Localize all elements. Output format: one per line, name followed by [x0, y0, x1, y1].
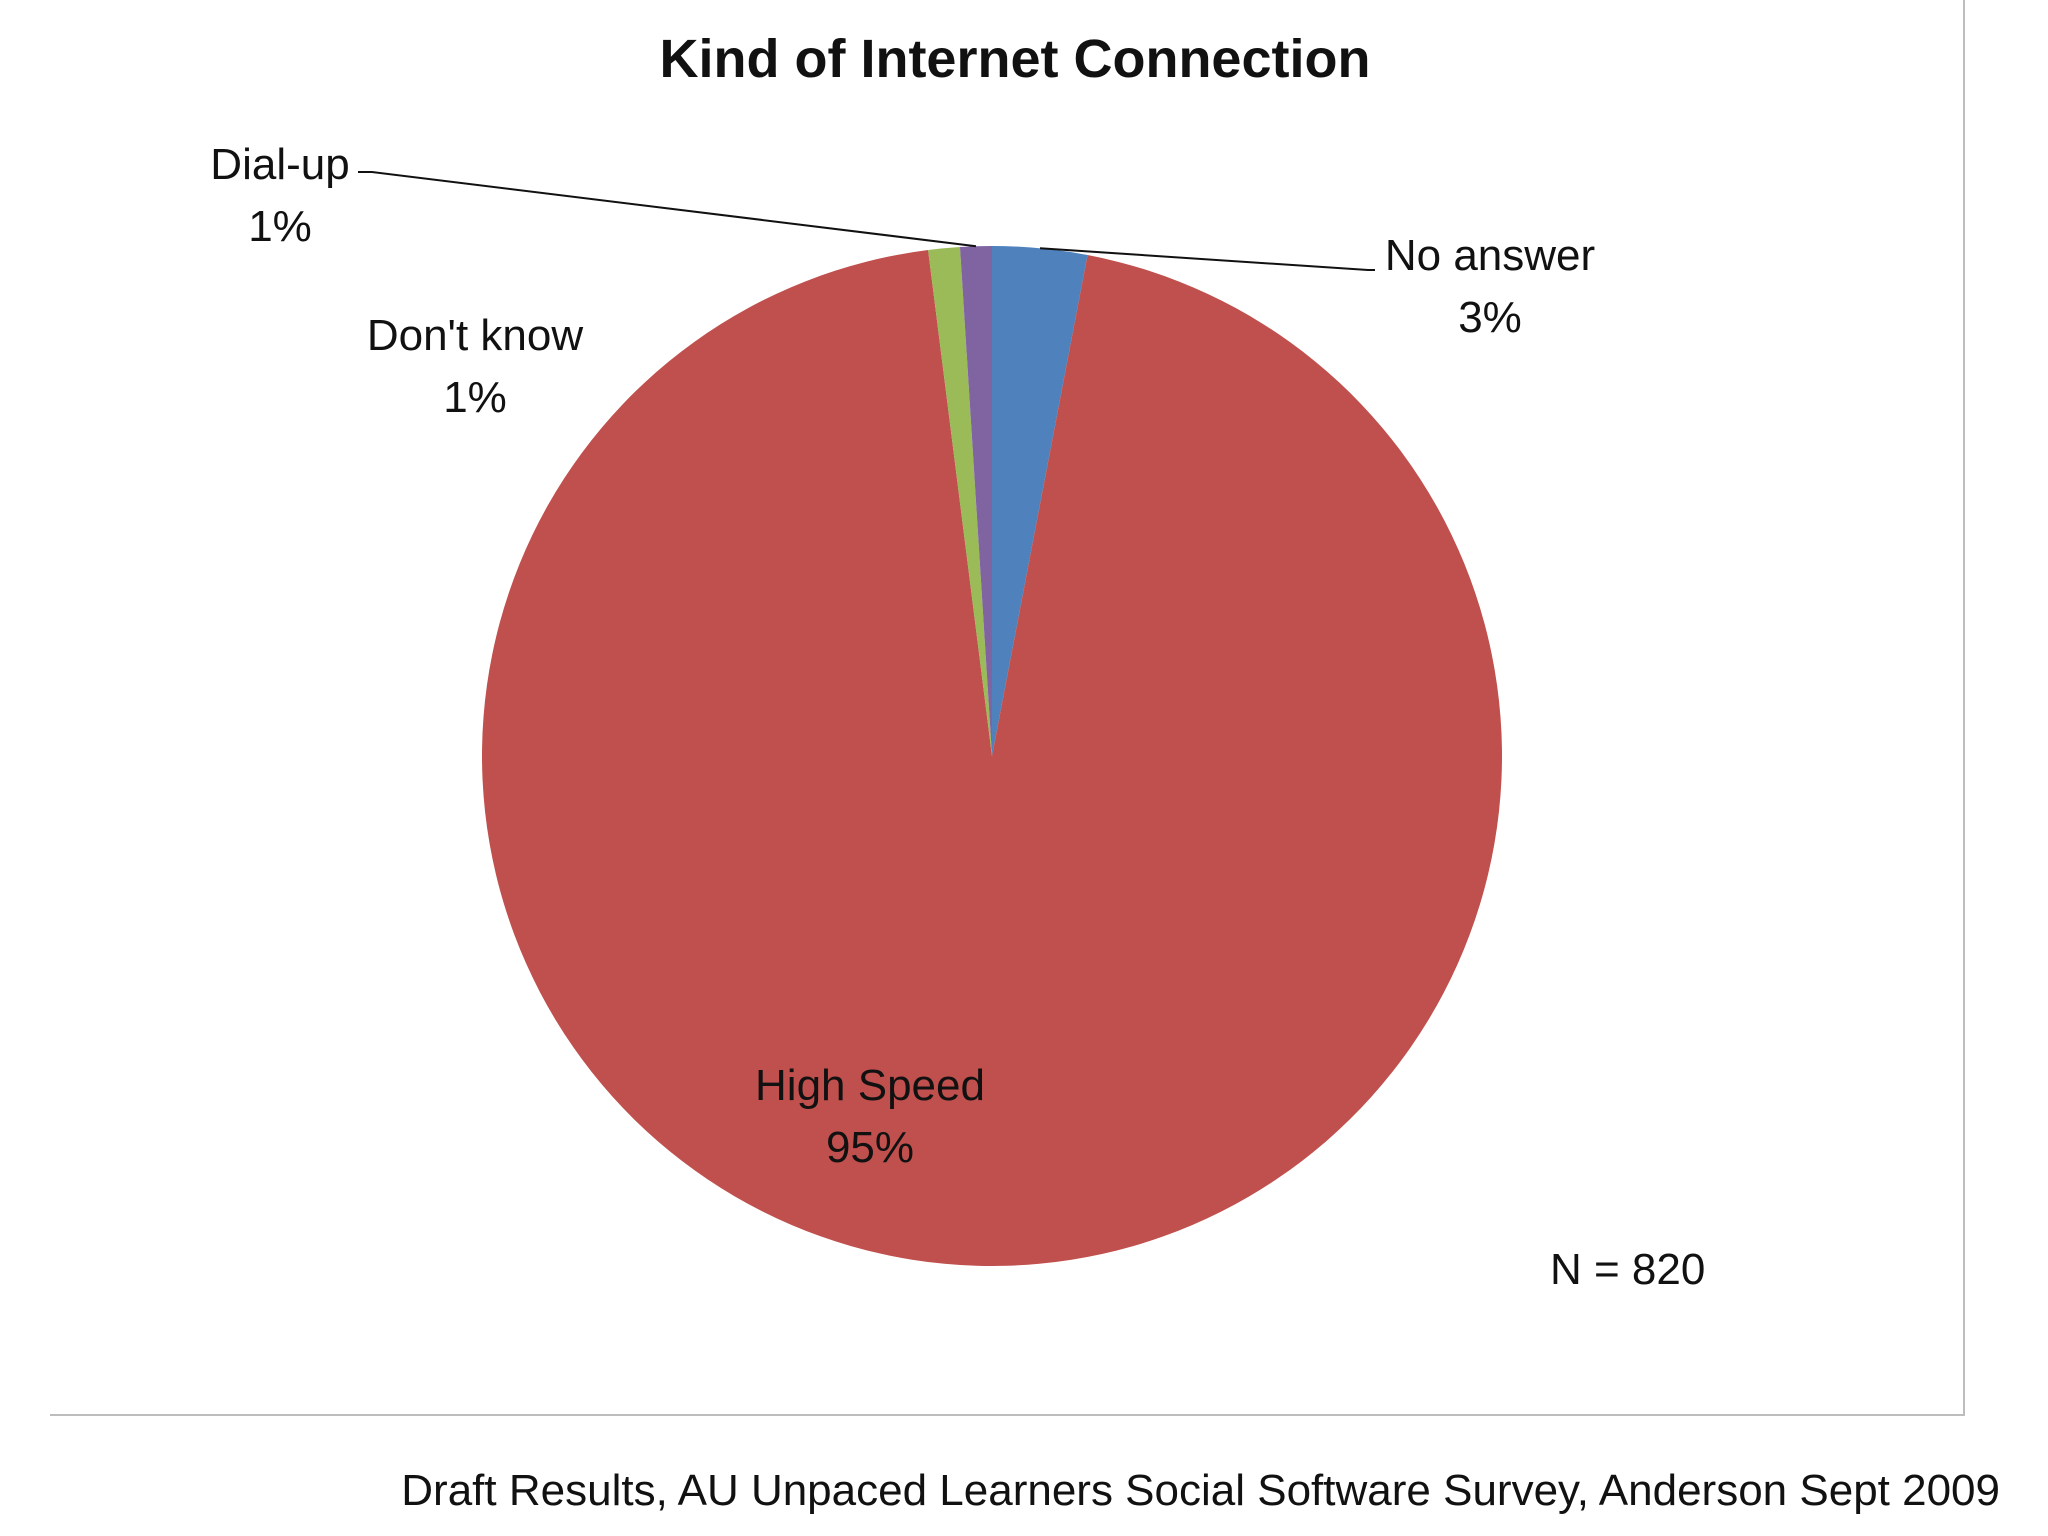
- sample-size-annotation: N = 820: [1550, 1245, 1706, 1294]
- leader-line-no-answer: [1039, 247, 1375, 271]
- slice-category-label: Don't know: [366, 311, 584, 360]
- pie-slice-high-speed: [481, 250, 1502, 1267]
- slice-category-label: High Speed: [755, 1061, 985, 1110]
- slice-label-dont-know: Don't know 1%: [340, 305, 610, 429]
- chart-frame-right-border: [1963, 0, 1965, 1414]
- slice-category-label: No answer: [1384, 231, 1596, 280]
- slice-percent-label: 95%: [825, 1123, 915, 1172]
- chart-title: Kind of Internet Connection: [659, 29, 1371, 89]
- slice-percent-label: 1%: [248, 202, 312, 251]
- slice-category-label: Dial-up: [210, 140, 350, 189]
- footer-source-citation: Draft Results, AU Unpaced Learners Socia…: [401, 1466, 2000, 1515]
- slice-label-high-speed: High Speed 95%: [720, 1055, 1020, 1179]
- slice-percent-label: 3%: [1458, 293, 1522, 342]
- pie-slice-no-answer: [992, 246, 1088, 756]
- leader-line-dial-up: [358, 171, 977, 248]
- slice-percent-label: 1%: [443, 373, 507, 422]
- chart-frame-bottom-border: [50, 1414, 1965, 1416]
- slice-label-no-answer: No answer 3%: [1370, 225, 1610, 349]
- slice-label-dial-up: Dial-up 1%: [190, 134, 370, 258]
- pie-slice-dial-up: [959, 246, 992, 756]
- pie-slice-dont-know: [928, 247, 992, 757]
